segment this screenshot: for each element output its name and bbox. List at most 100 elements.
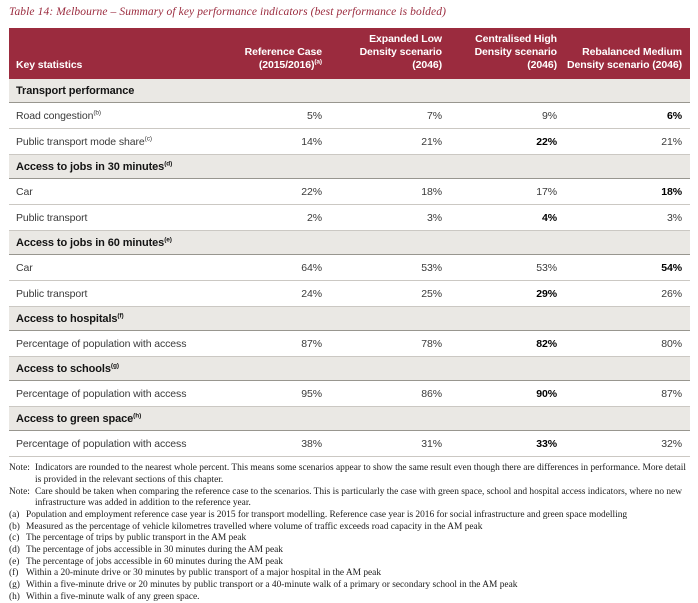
footnote-h: (h) Within a five-minute walk of any gre…	[9, 592, 693, 603]
footnote-text: The percentage of jobs accessible in 30 …	[26, 544, 283, 555]
footnote-d: (d) The percentage of jobs accessible in…	[9, 545, 693, 557]
column-header-centralised-high-density: Centralised High Density scenario (2046)	[450, 28, 565, 80]
column-header-reference-case: Reference Case (2015/2016)(a)	[214, 28, 330, 80]
footnote-text: The percentage of jobs accessible in 60 …	[26, 556, 283, 567]
column-header-label: Rebalanced Medium Density scenario (2046…	[567, 46, 683, 72]
table-header-row: Key statistics Reference Case (2015/2016…	[9, 28, 690, 80]
note-rounding: Note: Indicators are rounded to the near…	[9, 463, 693, 486]
section-label: Access to jobs in 60 minutes	[16, 236, 165, 249]
footnote-prefix: (c)	[9, 533, 20, 544]
row-label: Percentage of population with access	[9, 380, 214, 408]
value-cell: 32%	[565, 430, 690, 458]
value-cell: 82%	[450, 330, 565, 358]
footnote-marker: (a)	[314, 58, 322, 66]
footnote-marker: (b)	[93, 109, 101, 117]
table-row-road-congestion: Road congestion(b) 5% 7% 9% 6%	[9, 102, 690, 130]
column-header-key-statistics: Key statistics	[9, 28, 214, 80]
value-cell: 22%	[214, 178, 330, 206]
value-cell: 25%	[330, 280, 450, 308]
table-row-jobs30-public-transport: Public transport 2% 3% 4% 3%	[9, 204, 690, 232]
value-cell: 95%	[214, 380, 330, 408]
table-row-jobs60-public-transport: Public transport 24% 25% 29% 26%	[9, 280, 690, 308]
table-title: Table 14: Melbourne – Summary of key per…	[9, 6, 446, 18]
footnote-text: Within a 20-minute drive or 30 minutes b…	[26, 568, 382, 579]
row-label: Percentage of population with access	[9, 330, 214, 358]
value-cell: 24%	[214, 280, 330, 308]
value-cell: 80%	[565, 330, 690, 358]
column-header-label: Expanded Low Density scenario (2046)	[359, 33, 443, 72]
row-label: Public transport	[9, 280, 214, 308]
value-cell: 22%	[450, 128, 565, 156]
value-cell: 5%	[214, 102, 330, 130]
value-cell: 21%	[565, 128, 690, 156]
value-cell: 9%	[450, 102, 565, 130]
value-cell: 18%	[565, 178, 690, 206]
column-header-label: Centralised High Density scenario (2046)	[474, 33, 558, 72]
column-header-label: Key statistics	[16, 59, 83, 72]
notes-section: Note: Indicators are rounded to the near…	[9, 463, 693, 603]
value-cell: 53%	[330, 254, 450, 282]
value-cell: 6%	[565, 102, 690, 130]
footnote-marker: (g)	[110, 362, 119, 370]
column-header-expanded-low-density: Expanded Low Density scenario (2046)	[330, 28, 450, 80]
value-cell: 2%	[214, 204, 330, 232]
section-row-transport-performance: Transport performance	[9, 79, 690, 104]
footnote-prefix: (f)	[9, 568, 19, 579]
footnote-f: (f) Within a 20-minute drive or 30 minut…	[9, 568, 693, 580]
value-cell: 54%	[565, 254, 690, 282]
footnote-c: (c) The percentage of trips by public tr…	[9, 533, 693, 545]
note-prefix: Note:	[9, 463, 30, 474]
value-cell: 86%	[330, 380, 450, 408]
footnote-prefix: (h)	[9, 591, 20, 602]
value-cell: 64%	[214, 254, 330, 282]
value-cell: 3%	[330, 204, 450, 232]
value-cell: 53%	[450, 254, 565, 282]
table-row-hospitals-access: Percentage of population with access 87%…	[9, 330, 690, 358]
footnote-marker: (h)	[133, 412, 142, 420]
row-label: Public transport	[9, 204, 214, 232]
footnote-a: (a) Population and employment reference …	[9, 510, 693, 522]
row-label: Car	[9, 178, 214, 206]
table-row-jobs60-car: Car 64% 53% 53% 54%	[9, 254, 690, 282]
section-label: Access to jobs in 30 minutes	[16, 160, 165, 173]
table-row-green-space-access: Percentage of population with access 38%…	[9, 430, 690, 458]
table-row-schools-access: Percentage of population with access 95%…	[9, 380, 690, 408]
column-header-label: Reference Case (2015/2016)	[244, 46, 323, 72]
footnote-b: (b) Measured as the percentage of vehicl…	[9, 522, 693, 534]
value-cell: 78%	[330, 330, 450, 358]
kpi-table: Key statistics Reference Case (2015/2016…	[9, 28, 690, 458]
value-cell: 7%	[330, 102, 450, 130]
value-cell: 87%	[565, 380, 690, 408]
section-row-jobs-30-minutes: Access to jobs in 30 minutes(d)	[9, 154, 690, 180]
value-cell: 21%	[330, 128, 450, 156]
value-cell: 33%	[450, 430, 565, 458]
footnote-text: Population and employment reference case…	[26, 510, 628, 520]
section-row-schools: Access to schools(g)	[9, 356, 690, 382]
footnote-text: The percentage of trips by public transp…	[26, 533, 247, 544]
footnote-prefix: (d)	[9, 544, 20, 555]
value-cell: 31%	[330, 430, 450, 458]
value-cell: 14%	[214, 128, 330, 156]
value-cell: 90%	[450, 380, 565, 408]
value-cell: 38%	[214, 430, 330, 458]
value-cell: 17%	[450, 178, 565, 206]
footnote-marker: (f)	[117, 312, 124, 320]
value-cell: 29%	[450, 280, 565, 308]
value-cell: 3%	[565, 204, 690, 232]
footnote-marker: (c)	[144, 135, 152, 143]
value-cell: 18%	[330, 178, 450, 206]
footnote-text: Within a five-minute walk of any green s…	[26, 591, 200, 602]
footnote-prefix: (g)	[9, 579, 20, 590]
footnote-marker: (e)	[164, 236, 172, 244]
value-cell: 26%	[565, 280, 690, 308]
row-label: Public transport mode share(c)	[9, 128, 214, 156]
footnote-prefix: (e)	[9, 556, 20, 567]
table-row-public-transport-mode-share: Public transport mode share(c) 14% 21% 2…	[9, 128, 690, 156]
column-header-rebalanced-medium-density: Rebalanced Medium Density scenario (2046…	[565, 28, 690, 80]
section-label: Access to green space	[16, 412, 134, 425]
note-comparison-care: Note: Care should be taken when comparin…	[9, 487, 693, 510]
footnote-g: (g) Within a five-minute drive or 20 min…	[9, 580, 693, 592]
note-prefix: Note:	[9, 486, 30, 497]
footnote-prefix: (b)	[9, 521, 20, 532]
